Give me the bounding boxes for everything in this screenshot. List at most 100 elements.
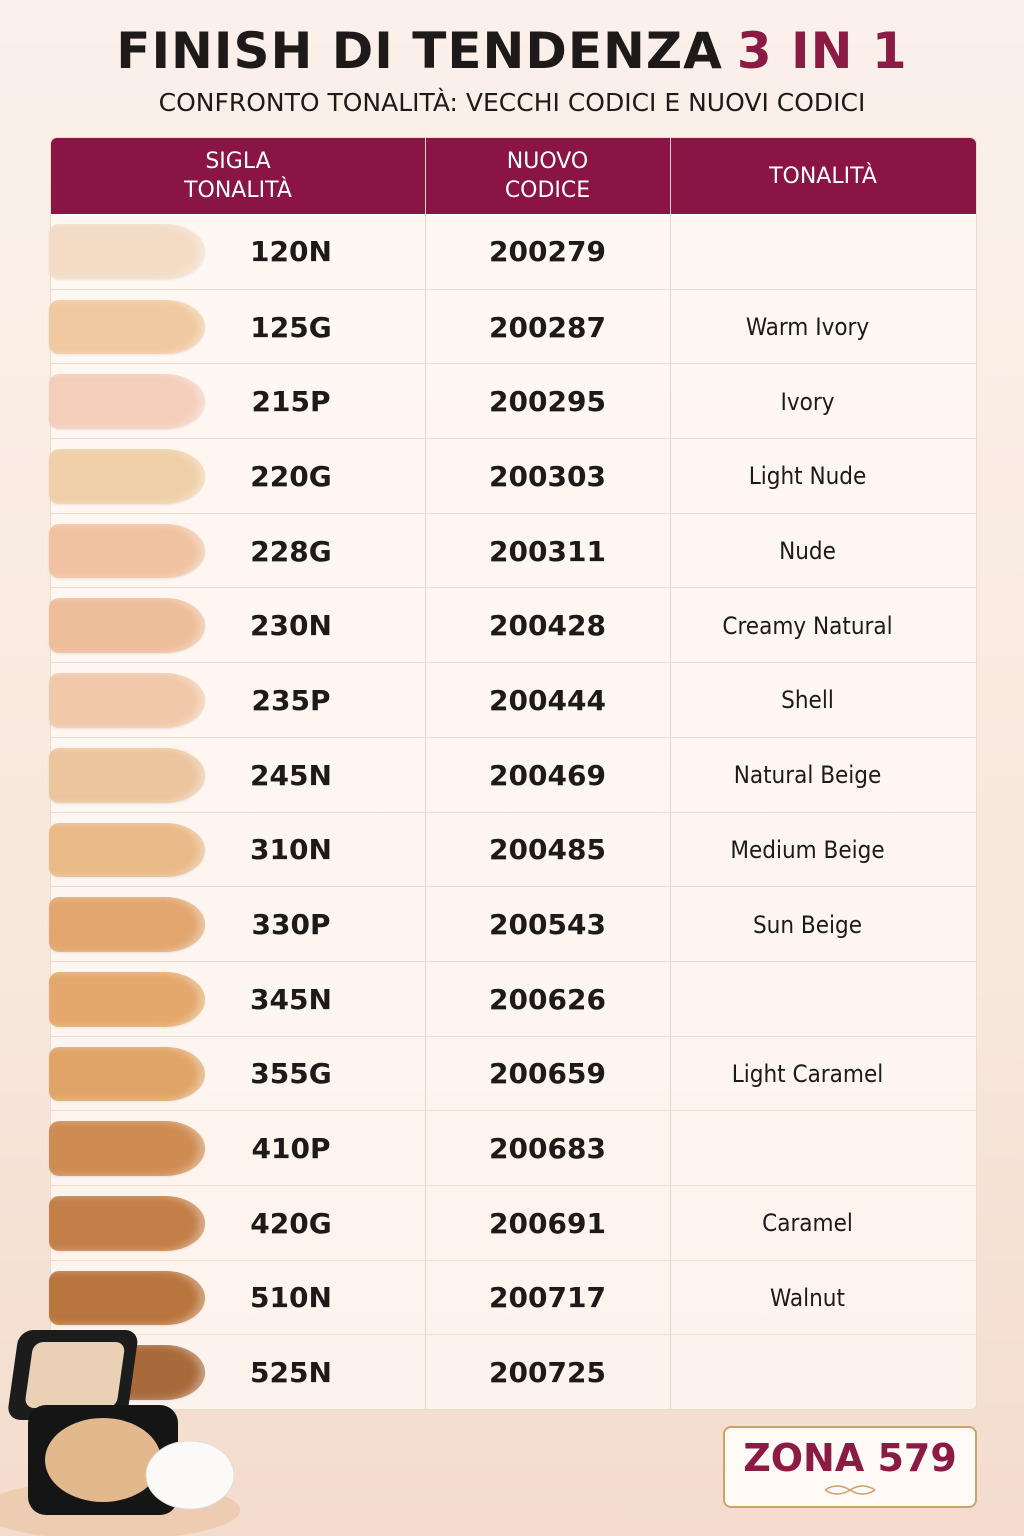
table-row: 420G 200691 Caramel: [49, 1184, 976, 1261]
table-row: 215P 200295 Ivory: [49, 363, 976, 439]
column-divider: [670, 138, 671, 1409]
shade-swatch: [49, 224, 205, 279]
column-header: TONALITÀ: [670, 138, 976, 214]
badge: ZONA 579: [723, 1426, 977, 1508]
table-row: 230N 200428 Creamy Natural: [49, 587, 976, 663]
shade-name: Medium Beige: [730, 835, 885, 864]
column-header: SIGLA TONALITÀ: [51, 138, 425, 214]
column-divider: [425, 138, 426, 1409]
shade-swatch: [49, 673, 205, 728]
new-code: 200303: [489, 459, 606, 493]
new-code: 200659: [489, 1057, 606, 1091]
table-row: 510N 200717 Walnut: [49, 1259, 976, 1336]
shade-code: 345N: [250, 982, 332, 1016]
shade-code: 420G: [250, 1206, 332, 1240]
shade-code: 355G: [250, 1057, 332, 1091]
table-row: 310N 200485 Medium Beige: [49, 811, 976, 888]
new-code: 200469: [489, 758, 606, 792]
table-row: 120N 200279: [49, 214, 976, 289]
new-code: 200683: [489, 1132, 606, 1166]
new-code: 200626: [489, 982, 606, 1016]
badge-text: ZONA 579: [743, 1436, 957, 1480]
compact-powder: [45, 1418, 161, 1502]
new-code: 200428: [489, 609, 606, 643]
new-code: 200485: [489, 833, 606, 867]
column-header-text: TONALITÀ: [769, 162, 877, 191]
table-row: 125G 200287 Warm Ivory: [49, 288, 976, 365]
shade-name: Sun Beige: [752, 910, 863, 939]
new-code: 200691: [489, 1206, 606, 1240]
shade-name: Walnut: [770, 1283, 845, 1312]
ornament-path: [824, 1485, 876, 1495]
shade-swatch: [49, 598, 205, 654]
new-code: 200287: [489, 310, 606, 344]
shade-swatch: [49, 1046, 205, 1102]
shade-code: 220G: [250, 459, 332, 493]
shade-swatch: [49, 374, 205, 430]
shade-name: Ivory: [780, 387, 835, 416]
shade-code: 410P: [251, 1132, 331, 1166]
new-code: 200717: [489, 1281, 606, 1315]
new-code: 200444: [489, 683, 606, 717]
badge-ornament: [824, 1485, 876, 1495]
title-highlight: 3 IN 1: [736, 22, 908, 80]
table-row: 355G 200659 Light Caramel: [49, 1035, 976, 1112]
subtitle: CONFRONTO TONALITÀ: VECCHI CODICI E NUOV…: [158, 88, 866, 117]
header-line: CODICE: [504, 178, 591, 203]
shade-swatch: [49, 523, 205, 579]
shade-code: 215P: [251, 385, 331, 419]
column-header: NUOVO CODICE: [425, 138, 670, 214]
shade-swatch: [49, 822, 205, 878]
shade-swatch: [49, 897, 205, 952]
shade-code: 235P: [251, 683, 331, 717]
shade-name: Light Nude: [748, 462, 867, 491]
shade-swatch: [49, 971, 205, 1027]
new-code: 200279: [489, 234, 606, 268]
shade-name: Nude: [779, 537, 836, 566]
title-text: FINISH DI TENDENZA: [116, 22, 723, 80]
shade-swatch: [49, 1195, 205, 1251]
shade-swatch: [49, 1270, 205, 1326]
shade-code: 120N: [250, 234, 332, 268]
shade-code: 245N: [250, 758, 332, 792]
shade-name: Natural Beige: [733, 761, 882, 790]
shade-code: 525N: [250, 1356, 332, 1390]
table-row: 330P 200543 Sun Beige: [49, 886, 976, 962]
header-line: TONALITÀ: [769, 163, 877, 189]
compact-mirror: [25, 1342, 125, 1408]
table-header: SIGLA TONALITÀ NUOVO CODICE TONALITÀ: [51, 138, 976, 214]
table-row: 345N 200626: [49, 960, 976, 1037]
header-line: SIGLA: [205, 149, 271, 174]
table-row: 410P 200683: [49, 1110, 976, 1186]
shade-name: Warm Ivory: [745, 313, 870, 342]
new-code: 200725: [489, 1356, 606, 1390]
compact-puff: [145, 1440, 235, 1510]
shade-name: Creamy Natural: [722, 611, 893, 640]
shade-name: Light Caramel: [731, 1059, 884, 1088]
shade-swatch: [49, 747, 205, 803]
shade-name: Caramel: [762, 1209, 853, 1238]
compact-illustration: [0, 1330, 240, 1536]
header-line: TONALITÀ: [184, 178, 292, 203]
new-code: 200311: [489, 534, 606, 568]
new-code: 200295: [489, 385, 606, 419]
table-row: 235P 200444 Shell: [49, 662, 976, 738]
shade-code: 330P: [251, 908, 331, 942]
shade-name: Shell: [781, 686, 834, 715]
shade-swatch: [49, 1121, 205, 1176]
column-header-text: SIGLA TONALITÀ: [184, 147, 292, 205]
shade-code: 510N: [250, 1281, 332, 1315]
table-row: 220G 200303 Light Nude: [49, 438, 976, 514]
shade-code: 310N: [250, 833, 332, 867]
table: SIGLA TONALITÀ NUOVO CODICE TONALITÀ 120N 200…: [49, 137, 977, 1410]
shade-swatch: [49, 449, 205, 504]
table-row: 228G 200311 Nude: [49, 512, 976, 589]
table-row: 245N 200469 Natural Beige: [49, 736, 976, 813]
shade-code: 228G: [250, 534, 332, 568]
header-line: NUOVO: [506, 149, 589, 174]
shade-code: 125G: [250, 310, 332, 344]
shade-swatch: [49, 299, 205, 355]
shade-code: 230N: [250, 609, 332, 643]
column-header-text: NUOVO CODICE: [505, 147, 590, 205]
